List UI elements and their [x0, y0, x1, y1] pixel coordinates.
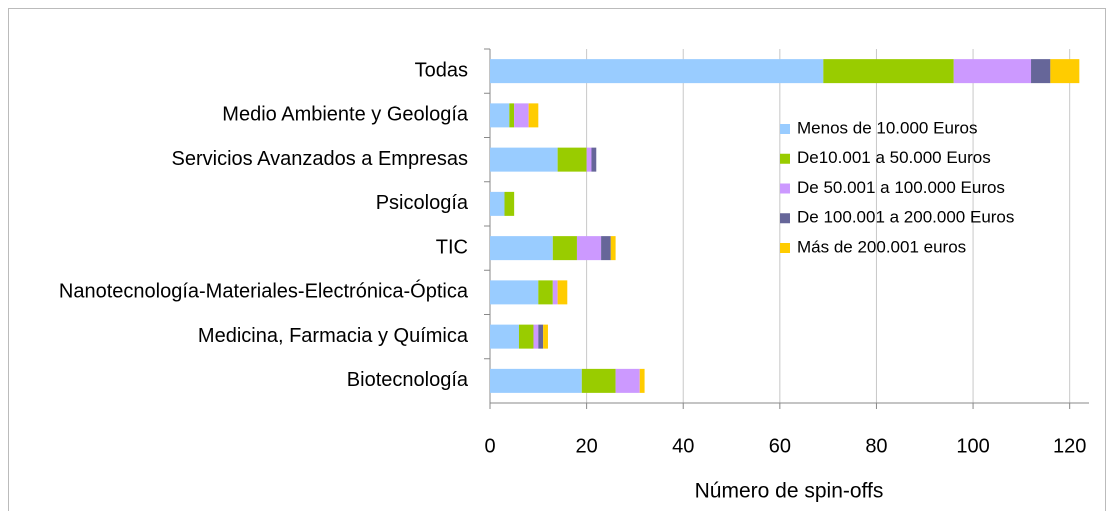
legend-label: De10.001 a 50.000 Euros: [797, 148, 991, 167]
bar-segment: [509, 103, 515, 128]
bar-segment: [557, 280, 568, 305]
bar-segment: [581, 368, 616, 393]
legend-swatch: [780, 153, 790, 164]
y-tick-label: Todas: [415, 59, 468, 81]
x-tick-label: 120: [1053, 435, 1086, 457]
bar-segment: [490, 191, 505, 216]
y-tick-label: Psicología: [376, 192, 469, 214]
bar-segment: [538, 324, 544, 349]
bar-segment: [615, 368, 640, 393]
bar-segment: [490, 147, 558, 172]
legend-swatch: [780, 183, 790, 194]
bar-segment: [1031, 59, 1051, 84]
bar-segment: [518, 324, 534, 349]
bar-segment: [528, 103, 539, 128]
bar-segment: [490, 103, 510, 128]
x-tick-label: 80: [865, 435, 887, 457]
bar-segment: [601, 236, 611, 261]
legend-swatch: [780, 124, 790, 134]
y-tick-label: Nanotecnología-Materiales-Electrónica-Óp…: [59, 280, 469, 303]
bar-segment: [953, 59, 1032, 84]
bar-segment: [576, 236, 602, 261]
bar-segment: [552, 280, 558, 305]
bar-segment: [610, 236, 616, 261]
x-tick-label: 20: [575, 435, 597, 457]
x-axis-title: Número de spin-offs: [695, 480, 884, 503]
legend-label: Más de 200.001 euros: [797, 237, 966, 256]
bar-segment: [586, 147, 592, 172]
bar-segment: [504, 191, 515, 216]
bar-segment: [490, 236, 553, 261]
y-tick-label: Biotecnología: [347, 369, 469, 391]
x-tick-label: 60: [769, 435, 791, 457]
bar-segment: [490, 59, 824, 84]
legend-swatch: [780, 213, 790, 224]
x-tick-label: 0: [484, 435, 495, 457]
legend-label: Menos de 10.000 Euros: [797, 118, 978, 137]
legend-swatch: [780, 243, 790, 253]
bar-segment: [533, 324, 539, 349]
bar-segment: [552, 236, 577, 261]
y-tick-label: Medio Ambiente y Geología: [222, 104, 469, 126]
y-tick-label: TIC: [436, 236, 468, 258]
bar-segment: [490, 280, 539, 305]
bar-segment: [591, 147, 597, 172]
y-tick-label: Medicina, Farmacia y Química: [198, 325, 469, 347]
legend-label: De 50.001 a 100.000 Euros: [797, 178, 1005, 197]
bar-segment: [639, 368, 645, 393]
bar-segment: [490, 368, 582, 393]
bar-segment: [490, 324, 519, 349]
bar-segment: [1050, 59, 1080, 84]
bar-segment: [543, 324, 548, 349]
bar-segment: [557, 147, 587, 172]
legend-label: De 100.001 a 200.000 Euros: [797, 208, 1014, 227]
bar-segment: [514, 103, 529, 128]
bar-segment: [538, 280, 553, 305]
x-tick-label: 40: [672, 435, 694, 457]
y-tick-label: Servicios Avanzados a Empresas: [172, 148, 468, 170]
bar-segment: [823, 59, 954, 84]
x-tick-label: 100: [956, 435, 989, 457]
